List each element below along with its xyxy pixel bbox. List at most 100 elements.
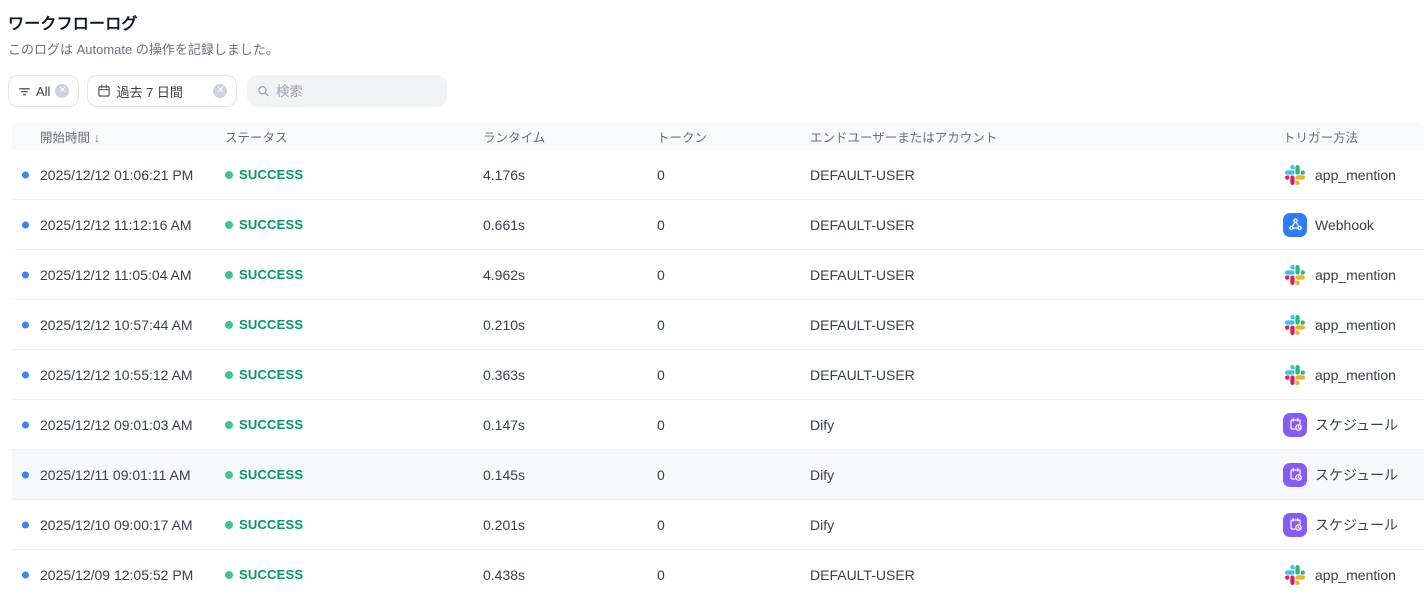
schedule-icon — [1283, 512, 1307, 537]
table-row[interactable]: 2025/12/12 11:12:16 AM SUCCESS 0.661s 0 … — [12, 200, 1424, 250]
start-time-value: 2025/12/09 12:05:52 PM — [40, 566, 194, 583]
tokens-value: 0 — [657, 416, 665, 433]
column-header-start-time[interactable]: 開始時間 ↓ — [40, 131, 101, 145]
runtime-value: 0.438s — [483, 566, 526, 583]
end-user-value: DEFAULT-USER — [810, 366, 915, 383]
search-input[interactable] — [276, 83, 438, 99]
runtime-value: 4.962s — [483, 266, 526, 283]
trigger-cell: app_mention — [1283, 363, 1424, 387]
trigger-label: app_mention — [1315, 566, 1396, 583]
table-row[interactable]: 2025/12/12 09:01:03 AM SUCCESS 0.147s 0 … — [12, 400, 1424, 450]
start-time-value: 2025/12/10 09:00:17 AM — [40, 516, 193, 533]
tokens-value: 0 — [657, 566, 665, 583]
table-row[interactable]: 2025/12/12 11:05:04 AM SUCCESS 4.962s 0 … — [12, 250, 1424, 300]
status-cell: SUCCESS — [225, 167, 483, 182]
status-badge: SUCCESS — [239, 567, 304, 582]
runtime-value: 0.661s — [483, 216, 526, 233]
status-cell: SUCCESS — [225, 217, 483, 232]
table-row[interactable]: 2025/12/11 09:01:11 AM SUCCESS 0.145s 0 … — [12, 450, 1424, 500]
tokens-value: 0 — [657, 166, 665, 183]
start-time-value: 2025/12/11 09:01:11 AM — [40, 466, 191, 483]
table-body: 2025/12/12 01:06:21 PM SUCCESS 4.176s 0 … — [12, 150, 1424, 596]
run-status-dot-icon — [22, 221, 29, 228]
status-cell: SUCCESS — [225, 567, 483, 582]
start-time-cell: 2025/12/12 01:06:21 PM — [12, 167, 225, 183]
date-filter-chip[interactable]: 過去 7 日間 ✕ — [87, 75, 238, 107]
success-dot-icon — [225, 520, 233, 529]
status-badge: SUCCESS — [239, 467, 304, 482]
run-status-dot-icon — [22, 521, 29, 528]
slack-icon — [1283, 313, 1307, 337]
start-time-value: 2025/12/12 11:12:16 AM — [40, 216, 192, 233]
success-dot-icon — [225, 420, 233, 429]
runtime-value: 4.176s — [483, 166, 526, 183]
status-badge: SUCCESS — [239, 417, 304, 432]
tokens-value: 0 — [657, 366, 665, 383]
slack-icon — [1283, 563, 1307, 587]
start-time-value: 2025/12/12 10:57:44 AM — [40, 316, 193, 333]
schedule-icon — [1283, 412, 1307, 437]
end-user-value: DEFAULT-USER — [810, 316, 915, 333]
search-icon — [258, 85, 270, 97]
table-header-row: 開始時間 ↓ ステータス ランタイム トークン エンドユーザーまたはアカウント ト… — [12, 123, 1424, 150]
status-filter-chip[interactable]: All ✕ — [8, 75, 80, 107]
trigger-label: スケジュール — [1315, 516, 1399, 533]
table-row[interactable]: 2025/12/10 09:00:17 AM SUCCESS 0.201s 0 … — [12, 500, 1424, 550]
trigger-label: Webhook — [1315, 216, 1374, 233]
runtime-value: 0.145s — [483, 466, 526, 483]
workflow-log-table: 開始時間 ↓ ステータス ランタイム トークン エンドユーザーまたはアカウント ト… — [12, 123, 1424, 596]
success-dot-icon — [225, 370, 233, 379]
success-dot-icon — [225, 270, 233, 279]
trigger-label: スケジュール — [1315, 416, 1399, 433]
start-time-cell: 2025/12/09 12:05:52 PM — [12, 567, 225, 583]
success-dot-icon — [225, 570, 233, 579]
column-header-enduser: エンドユーザーまたはアカウント — [810, 131, 998, 145]
sort-desc-icon[interactable]: ↓ — [94, 131, 101, 145]
calendar-icon — [98, 84, 111, 97]
status-badge: SUCCESS — [239, 167, 304, 182]
close-icon[interactable]: ✕ — [55, 84, 70, 98]
run-status-dot-icon — [22, 421, 29, 428]
date-filter-label: 過去 7 日間 — [116, 84, 183, 100]
runtime-value: 0.147s — [483, 416, 526, 433]
status-cell: SUCCESS — [225, 267, 483, 282]
table-row[interactable]: 2025/12/12 10:55:12 AM SUCCESS 0.363s 0 … — [12, 350, 1424, 400]
start-time-value: 2025/12/12 01:06:21 PM — [40, 166, 194, 183]
tokens-value: 0 — [657, 316, 665, 333]
column-header-runtime: ランタイム — [483, 131, 546, 145]
start-time-cell: 2025/12/12 09:01:03 AM — [12, 417, 225, 433]
end-user-value: Dify — [810, 416, 835, 433]
run-status-dot-icon — [22, 571, 29, 578]
start-time-cell: 2025/12/10 09:00:17 AM — [12, 517, 225, 533]
trigger-cell: app_mention — [1283, 313, 1424, 337]
run-status-dot-icon — [22, 321, 29, 328]
end-user-value: DEFAULT-USER — [810, 566, 915, 583]
status-cell: SUCCESS — [225, 417, 483, 432]
end-user-value: DEFAULT-USER — [810, 266, 915, 283]
slack-icon — [1283, 163, 1307, 187]
close-icon[interactable]: ✕ — [213, 84, 228, 98]
table-row[interactable]: 2025/12/12 01:06:21 PM SUCCESS 4.176s 0 … — [12, 150, 1424, 200]
status-cell: SUCCESS — [225, 317, 483, 332]
search-box[interactable] — [247, 75, 448, 107]
success-dot-icon — [225, 170, 233, 179]
run-status-dot-icon — [22, 271, 29, 278]
start-time-value: 2025/12/12 10:55:12 AM — [40, 366, 193, 383]
run-status-dot-icon — [22, 171, 29, 178]
table-row[interactable]: 2025/12/12 10:57:44 AM SUCCESS 0.210s 0 … — [12, 300, 1424, 350]
end-user-value: DEFAULT-USER — [810, 216, 915, 233]
start-time-cell: 2025/12/12 11:05:04 AM — [12, 267, 225, 283]
page-header: ワークフローログ このログは Automate の操作を記録しました。 — [0, 0, 1424, 58]
start-time-cell: 2025/12/12 10:55:12 AM — [12, 367, 225, 383]
status-badge: SUCCESS — [239, 267, 304, 282]
column-header-status: ステータス — [225, 131, 288, 145]
table-row[interactable]: 2025/12/09 12:05:52 PM SUCCESS 0.438s 0 … — [12, 550, 1424, 596]
tokens-value: 0 — [657, 466, 665, 483]
runtime-value: 0.201s — [483, 516, 526, 533]
slack-icon — [1283, 263, 1307, 287]
status-cell: SUCCESS — [225, 517, 483, 532]
success-dot-icon — [225, 320, 233, 329]
webhook-icon — [1283, 212, 1307, 237]
end-user-value: DEFAULT-USER — [810, 166, 915, 183]
page-subtitle: このログは Automate の操作を記録しました。 — [8, 42, 279, 57]
